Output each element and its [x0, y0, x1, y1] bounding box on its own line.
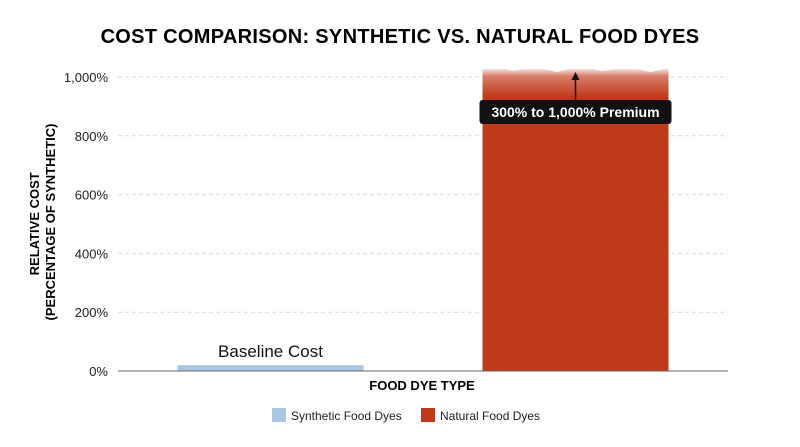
annotation-arrow-head [571, 72, 580, 80]
grid-lines [118, 76, 728, 313]
bar-torn-edge [482, 61, 669, 72]
y-axis-ticks: 0% 200% 400% 600% 800% 1,000% [64, 70, 109, 379]
y-axis-title-line-2: (PERCENTAGE OF SYNTHETIC) [43, 124, 58, 321]
annotations: Baseline Cost 300% to 1,000% Premium [218, 72, 672, 361]
chart-title: COST COMPARISON: SYNTHETIC VS. NATURAL F… [101, 26, 700, 48]
annotation-box [479, 100, 672, 124]
annotation-baseline: Baseline Cost [218, 342, 323, 361]
x-axis-title: FOOD DYE TYPE [369, 378, 475, 393]
y-tick-label: 0% [89, 364, 108, 379]
legend-label: Natural Food Dyes [440, 409, 540, 423]
legend: Synthetic Food Dyes Natural Food Dyes [272, 408, 540, 423]
legend-swatch [421, 408, 435, 422]
y-tick-label: 1,000% [64, 70, 109, 85]
y-tick-label: 800% [75, 129, 109, 144]
legend-swatch [272, 408, 286, 422]
annotation-premium: 300% to 1,000% Premium [491, 104, 659, 120]
y-tick-label: 200% [75, 305, 109, 320]
legend-label: Synthetic Food Dyes [291, 409, 402, 423]
y-tick-label: 400% [75, 246, 109, 261]
bar-synthetic-food-dyes [177, 365, 364, 371]
y-tick-label: 600% [75, 188, 109, 203]
y-axis-title: RELATIVE COST (PERCENTAGE OF SYNTHETIC) [27, 124, 58, 321]
y-axis-title-line-1: RELATIVE COST [27, 172, 42, 275]
